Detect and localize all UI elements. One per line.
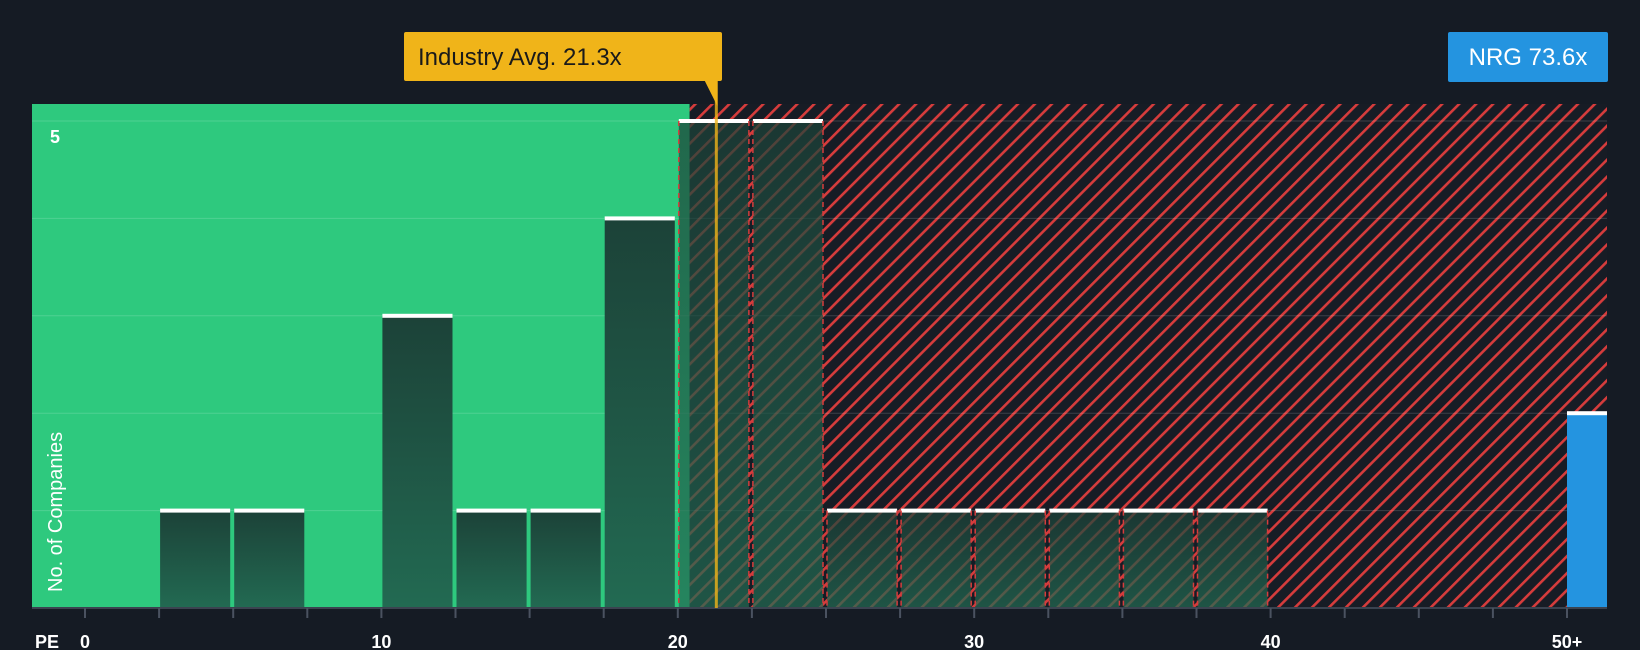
- bar-top-11: [1049, 508, 1120, 513]
- subject-label: NRG 73.6x: [1469, 44, 1588, 71]
- bar-3: [456, 510, 527, 608]
- bar-12: [1123, 510, 1194, 608]
- bar-9: [901, 510, 972, 608]
- bars: [160, 119, 1607, 608]
- bar-2: [382, 315, 453, 608]
- x-tick-label-30: 30: [964, 632, 984, 650]
- bar-top-7: [752, 119, 823, 123]
- bar-top-4: [530, 508, 601, 513]
- industry-avg-callout: [404, 32, 722, 81]
- y-tick-5: 5: [50, 127, 60, 147]
- bar-7: [752, 121, 823, 608]
- x-tick-label-40: 40: [1261, 632, 1281, 650]
- bar-top-6: [678, 119, 749, 123]
- subject-bar-top: [1567, 411, 1607, 416]
- bar-top-2: [382, 313, 453, 318]
- bar-1: [234, 510, 305, 608]
- bar-top-12: [1123, 508, 1194, 513]
- bar-4: [530, 510, 601, 608]
- y-axis-label: No. of Companies: [45, 432, 67, 592]
- bar-top-1: [234, 508, 305, 513]
- x-tick-label-20: 20: [668, 632, 688, 650]
- x-tick-label-0: 0: [80, 632, 90, 650]
- industry-avg-label: Industry Avg. 21.3x: [418, 44, 622, 71]
- bar-top-9: [901, 508, 972, 513]
- bar-5: [604, 218, 675, 608]
- bar-10: [975, 510, 1046, 608]
- bar-top-10: [975, 508, 1046, 513]
- x-tick-label-50plus: 50+: [1552, 632, 1583, 650]
- bar-6: [678, 121, 749, 608]
- bar-8: [827, 510, 898, 608]
- subject-bar: [1567, 413, 1607, 608]
- bar-top-13: [1197, 508, 1268, 513]
- industry-avg-callout-pointer: [704, 80, 718, 106]
- bar-top-8: [827, 508, 898, 513]
- bar-top-3: [456, 508, 527, 513]
- x-axis-label: PE: [35, 632, 59, 650]
- bar-0: [160, 510, 231, 608]
- x-ticks: 0 10 20 30 40 50+: [80, 608, 1582, 650]
- subject-callout: [1448, 32, 1608, 82]
- bar-top-5: [604, 216, 675, 221]
- bar-13: [1197, 510, 1268, 608]
- bar-11: [1049, 510, 1120, 608]
- x-tick-label-10: 10: [371, 632, 391, 650]
- bar-top-0: [160, 508, 231, 513]
